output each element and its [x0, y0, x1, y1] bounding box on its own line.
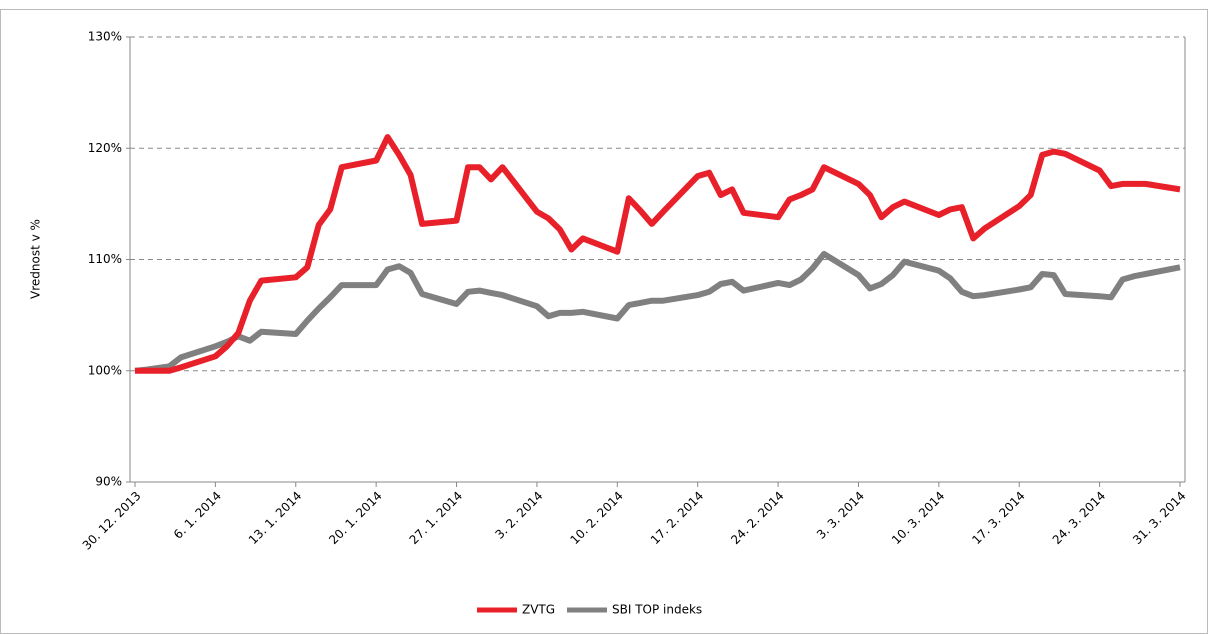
chart-frame [0, 9, 1208, 634]
y-tick-label: 130% [88, 30, 122, 44]
y-tick-label: 120% [88, 141, 122, 155]
y-tick-label: 90% [95, 475, 122, 489]
series-line [135, 134, 1181, 374]
legend-label: ZVTG [522, 603, 555, 617]
y-axis-label: Vrednost v % [29, 219, 43, 299]
series-line [134, 250, 1181, 374]
legend-label: SBI TOP indeks [612, 603, 702, 617]
y-tick-label: 110% [88, 252, 122, 266]
y-tick-label: 100% [88, 363, 122, 377]
